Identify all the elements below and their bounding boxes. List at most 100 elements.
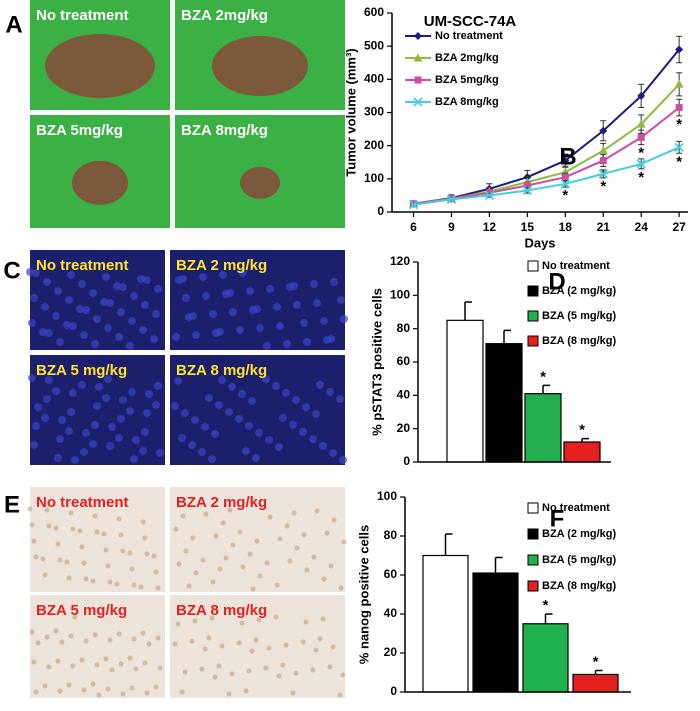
cell: [185, 313, 193, 321]
cell: [215, 401, 223, 409]
marker: [598, 146, 608, 155]
cell: [132, 436, 140, 444]
cell: [106, 299, 114, 307]
cell: [208, 455, 216, 463]
x-tick-label: 15: [521, 220, 535, 234]
cell: [202, 646, 208, 652]
marker: [599, 157, 607, 165]
y-tick-label: 0: [377, 204, 384, 218]
cell: [29, 522, 35, 528]
cell: [108, 423, 116, 431]
cell: [44, 507, 50, 513]
y-tick-label: 400: [364, 72, 384, 86]
cell: [293, 301, 301, 309]
y-tick-label: 100: [364, 171, 384, 185]
cell: [192, 618, 198, 624]
cell: [139, 326, 147, 334]
cell: [206, 635, 212, 641]
cell: [138, 584, 144, 590]
cell: [191, 416, 199, 424]
cell: [222, 290, 230, 298]
panel-letter: E: [4, 491, 20, 518]
legend-label: BZA (8 mg/kg): [542, 335, 616, 347]
marker: [599, 126, 608, 135]
cell: [337, 692, 343, 698]
cell: [32, 422, 40, 430]
bar: [472, 572, 519, 693]
y-tick-label: 20: [384, 645, 398, 659]
cell: [314, 508, 320, 514]
cell: [55, 541, 61, 547]
cell: [153, 569, 159, 575]
cell: [250, 586, 256, 592]
cell: [78, 381, 86, 389]
cell: [104, 375, 112, 383]
y-tick-label: 600: [364, 5, 384, 19]
cell: [102, 273, 110, 281]
legend-label: BZA (5 mg/kg): [542, 554, 616, 566]
legend-swatch: [527, 310, 539, 322]
tile-label: BZA 5mg/kg: [36, 122, 123, 139]
legend-swatch: [527, 580, 539, 592]
cell: [178, 434, 186, 442]
cell: [142, 535, 148, 541]
cell: [310, 280, 318, 288]
cell: [189, 638, 195, 644]
cell: [153, 684, 159, 690]
y-tick-label: 500: [364, 38, 384, 52]
cell: [336, 395, 344, 403]
y-tick-label: 300: [364, 105, 384, 119]
cell: [284, 523, 290, 529]
y-tick-label: 0: [403, 454, 410, 468]
cell: [266, 645, 272, 651]
cell: [203, 511, 209, 517]
tile-label: No treatment: [36, 7, 129, 24]
cell: [212, 329, 220, 337]
cell: [103, 547, 109, 553]
marker: [408, 200, 419, 210]
y-tick-label: 100: [390, 288, 410, 302]
cell: [40, 556, 46, 562]
cell: [31, 659, 37, 665]
cell: [33, 554, 39, 560]
cell: [69, 322, 77, 330]
cell: [249, 648, 255, 654]
image-tile: [170, 355, 345, 465]
cell: [39, 328, 47, 336]
cell: [274, 582, 280, 588]
cell: [225, 408, 233, 416]
legend-label: No treatment: [435, 30, 503, 42]
cell: [172, 641, 178, 647]
cell: [53, 525, 59, 531]
cell: [116, 631, 122, 637]
cell: [256, 324, 264, 332]
cell: [273, 614, 279, 620]
cell: [240, 564, 246, 570]
legend-swatch: [527, 554, 539, 566]
cell: [67, 408, 75, 416]
cell: [140, 519, 146, 525]
cell: [201, 423, 209, 431]
cell: [330, 644, 336, 650]
cell: [272, 382, 280, 390]
cell: [264, 560, 270, 566]
cell: [205, 394, 213, 402]
significance: *: [676, 116, 682, 133]
cell: [213, 533, 219, 539]
cell: [127, 550, 133, 556]
cell: [263, 342, 271, 350]
y-tick-label: 100: [377, 489, 397, 503]
cell: [212, 674, 218, 680]
bar: [446, 319, 484, 463]
cell: [81, 687, 87, 693]
cell: [217, 566, 223, 572]
legend-swatch: [527, 502, 539, 514]
cell: [337, 296, 345, 304]
error-bar: [464, 301, 472, 321]
cell: [253, 637, 259, 643]
y-tick-label: 40: [397, 388, 411, 402]
cell: [186, 583, 192, 589]
cell: [273, 303, 281, 311]
cell: [106, 442, 114, 450]
bar: [563, 441, 601, 463]
